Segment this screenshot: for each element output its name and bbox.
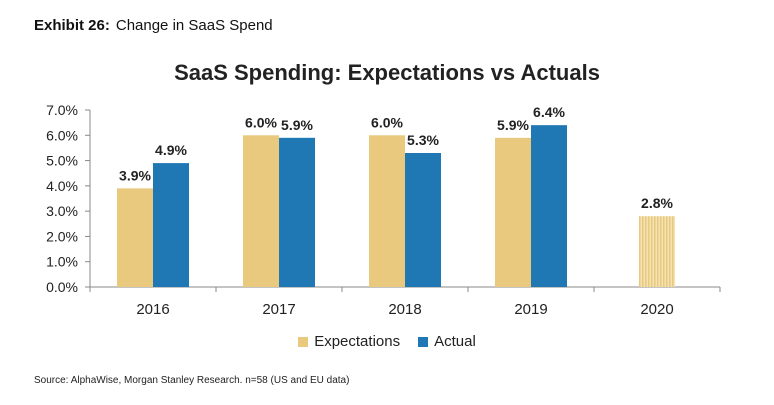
chart-title: SaaS Spending: Expectations vs Actuals [174, 60, 600, 85]
data-label-expectations: 6.0% [371, 114, 403, 130]
data-label-actual: 4.9% [155, 142, 187, 158]
data-label-expectations: 6.0% [245, 114, 277, 130]
y-tick-label: 2.0% [46, 228, 78, 244]
bar-actual [531, 125, 567, 288]
bar-actual [405, 152, 441, 287]
bar-expectations [369, 135, 405, 287]
bar-expectations [243, 135, 279, 287]
legend-label-expectations: Expectations [314, 333, 401, 350]
exhibit-heading: Exhibit 26: Change in SaaS Spend [34, 17, 273, 34]
source-note: Source: AlphaWise, Morgan Stanley Resear… [34, 375, 350, 386]
x-category-label: 2018 [388, 301, 421, 318]
data-label-expectations: 2.8% [641, 195, 673, 211]
y-tick-label: 7.0% [46, 102, 78, 118]
data-label-actual: 5.3% [407, 132, 439, 148]
exhibit-label: Exhibit 26: [34, 17, 110, 34]
bar-expectations [117, 188, 153, 287]
data-label-actual: 6.4% [533, 104, 565, 120]
bar-actual [153, 163, 189, 287]
legend-swatch-expectations [298, 336, 309, 347]
data-label-expectations: 5.9% [497, 117, 529, 133]
legend-label-actual: Actual [434, 333, 476, 350]
bar-actual [279, 137, 315, 287]
bar-expectations [495, 137, 531, 287]
x-category-label: 2017 [262, 301, 295, 318]
data-label-expectations: 3.9% [119, 167, 151, 183]
y-tick-label: 1.0% [46, 254, 78, 270]
bar-expectations [639, 216, 675, 287]
legend: Expectations Actual [0, 333, 774, 350]
x-category-label: 2019 [514, 301, 547, 318]
y-tick-label: 6.0% [46, 127, 78, 143]
data-label-actual: 5.9% [281, 117, 313, 133]
legend-item-expectations: Expectations [298, 333, 400, 350]
y-tick-label: 4.0% [46, 178, 78, 194]
x-category-label: 2016 [136, 301, 169, 318]
y-tick-label: 3.0% [46, 203, 78, 219]
y-tick-label: 0.0% [46, 279, 78, 295]
x-category-label: 2020 [640, 301, 673, 318]
legend-swatch-actual [418, 336, 429, 347]
exhibit-title: Change in SaaS Spend [115, 17, 273, 34]
legend-item-actual: Actual [418, 333, 476, 350]
y-tick-label: 5.0% [46, 153, 78, 169]
